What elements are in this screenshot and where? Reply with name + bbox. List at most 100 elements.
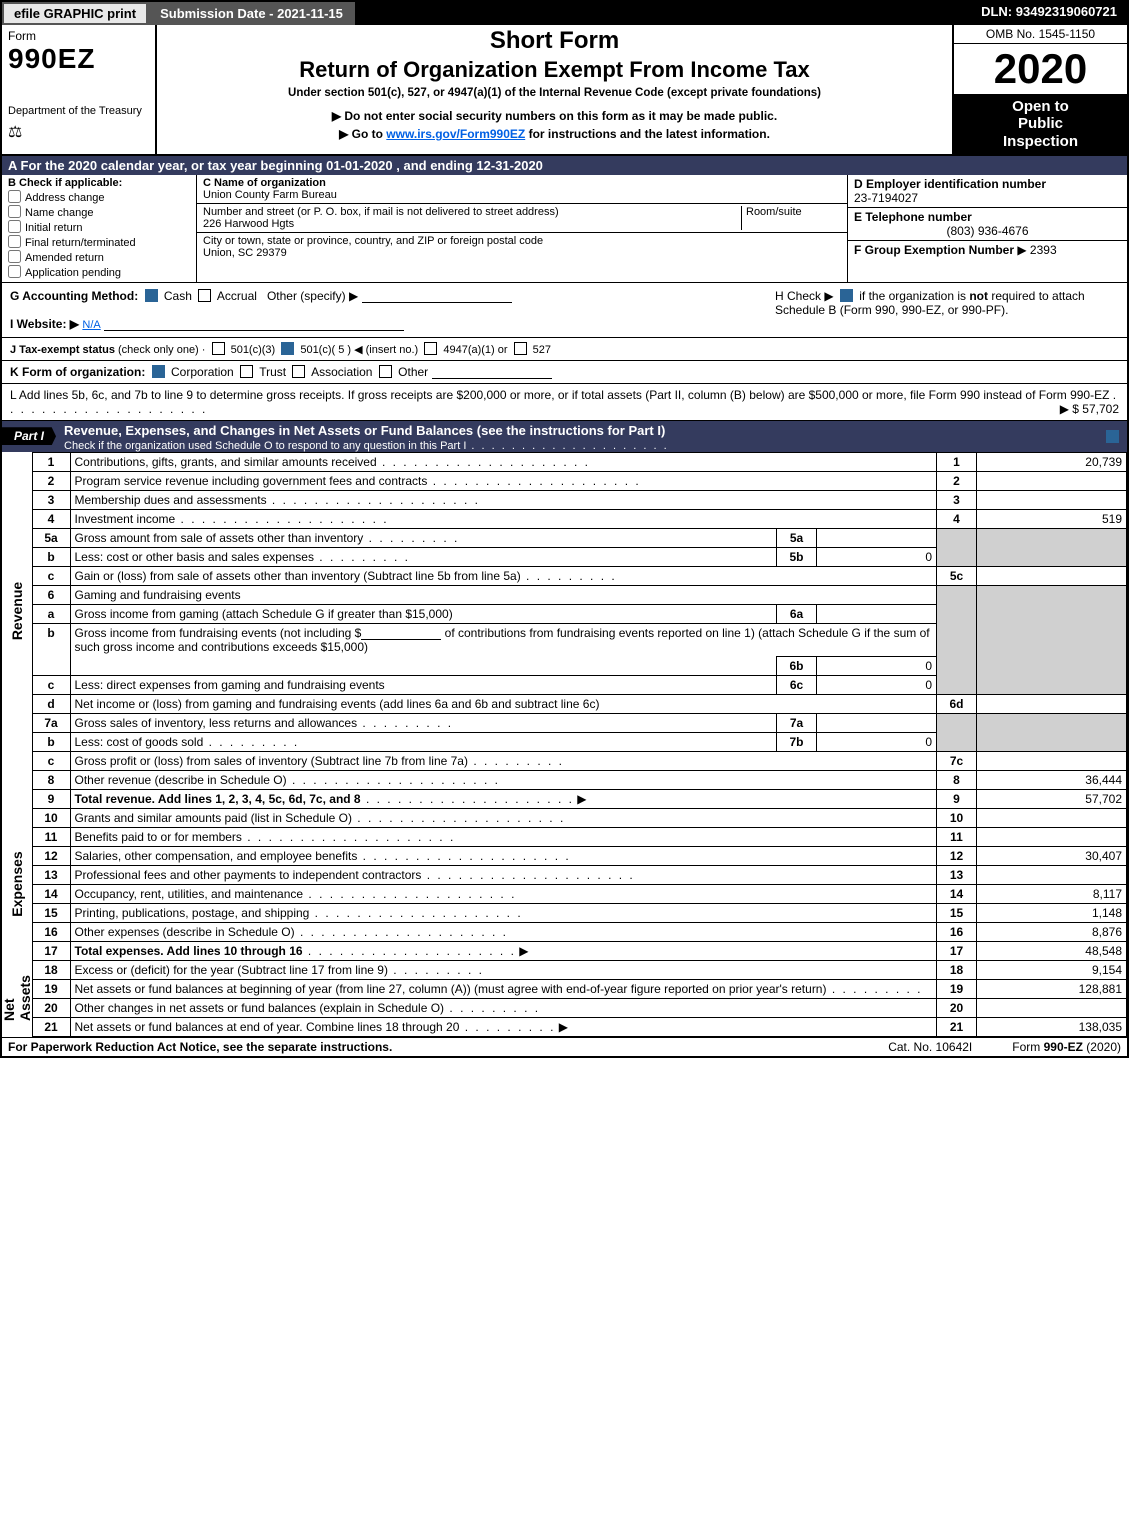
short-form-title: Short Form xyxy=(165,27,944,55)
check-name-change[interactable]: Name change xyxy=(8,205,190,219)
row-desc: Contributions, gifts, grants, and simila… xyxy=(70,452,937,471)
dln-value: 93492319060721 xyxy=(1016,4,1117,19)
check-address-change[interactable]: Address change xyxy=(8,190,190,204)
topbar-spacer xyxy=(355,2,971,25)
box-b-checklist: B Check if applicable: Address change Na… xyxy=(2,175,197,282)
box-d-e-f: D Employer identification number 23-7194… xyxy=(847,175,1127,282)
website-underline xyxy=(104,317,404,331)
check-application-pending[interactable]: Application pending xyxy=(8,265,190,279)
opt-trust: Trust xyxy=(259,365,286,379)
check-amended-return[interactable]: Amended return xyxy=(8,250,190,264)
group-exemption-value: ▶ 2393 xyxy=(1017,243,1056,257)
open-to-public-box: Open to Public Inspection xyxy=(954,94,1127,154)
phone-label: E Telephone number xyxy=(854,210,1121,224)
paperwork-notice: For Paperwork Reduction Act Notice, see … xyxy=(8,1040,392,1054)
ein-label: D Employer identification number xyxy=(854,177,1121,191)
line-h-prefix: H Check ▶ xyxy=(775,289,834,303)
opt-association: Association xyxy=(311,365,372,379)
line-h-not: not xyxy=(969,289,988,303)
check-other-org[interactable] xyxy=(379,365,392,378)
opt-4947a1: 4947(a)(1) or xyxy=(443,344,507,356)
form-number: 990EZ xyxy=(8,43,149,75)
other-label: Other (specify) ▶ xyxy=(267,289,358,303)
ein-value: 23-7194027 xyxy=(854,191,1121,205)
other-specify-input[interactable] xyxy=(362,289,512,303)
line-h: H Check ▶ if the organization is not req… xyxy=(767,283,1127,337)
check-accrual[interactable] xyxy=(198,289,211,302)
row-amt: 20,739 xyxy=(977,452,1127,471)
phone-value: (803) 936-4676 xyxy=(854,224,1121,238)
top-bar: efile GRAPHIC print Submission Date - 20… xyxy=(2,2,1127,25)
department-label: Department of the Treasury xyxy=(8,105,149,117)
part-i-table: Revenue 1 Contributions, gifts, grants, … xyxy=(2,452,1127,1037)
other-org-input[interactable] xyxy=(432,365,552,379)
grey-cell xyxy=(977,528,1127,566)
check-501c3[interactable] xyxy=(212,342,225,355)
open-l2: Public xyxy=(956,115,1125,132)
goto-prefix: ▶ Go to xyxy=(339,127,386,141)
irs-link[interactable]: www.irs.gov/Form990EZ xyxy=(386,127,525,141)
period-band: A For the 2020 calendar year, or tax yea… xyxy=(2,156,1127,175)
city-label: City or town, state or province, country… xyxy=(203,235,841,247)
catalog-number: Cat. No. 10642I xyxy=(888,1040,972,1054)
check-association[interactable] xyxy=(292,365,305,378)
omb-number: OMB No. 1545-1150 xyxy=(954,25,1127,44)
line-j: J Tax-exempt status (check only one) · 5… xyxy=(2,338,1127,361)
open-l3: Inspection xyxy=(956,133,1125,150)
return-title: Return of Organization Exempt From Incom… xyxy=(165,57,944,83)
line-j-prefix: J Tax-exempt status xyxy=(10,344,118,356)
dln-prefix: DLN: xyxy=(981,4,1012,19)
part-i-title: Revenue, Expenses, and Changes in Net As… xyxy=(64,421,669,440)
line-l: L Add lines 5b, 6c, and 7b to line 9 to … xyxy=(2,384,1127,421)
check-4947a1[interactable] xyxy=(424,342,437,355)
line-j-note: (check only one) · xyxy=(118,344,205,356)
line-l-amount: ▶ $ 57,702 xyxy=(1060,402,1119,416)
opt-501c3: 501(c)(3) xyxy=(231,344,276,356)
line-i-label: I Website: ▶ xyxy=(10,317,79,331)
header-left: Form 990EZ ⚖︎ Department of the Treasury xyxy=(2,25,157,154)
instructions-line: ▶ Go to www.irs.gov/Form990EZ for instru… xyxy=(165,127,944,141)
row-num: 1 xyxy=(32,452,70,471)
header-right: OMB No. 1545-1150 2020 Open to Public In… xyxy=(952,25,1127,154)
accrual-label: Accrual xyxy=(217,289,257,303)
box-b-title: B Check if applicable: xyxy=(8,177,190,189)
check-trust[interactable] xyxy=(240,365,253,378)
part-i-sub: Check if the organization used Schedule … xyxy=(64,440,669,452)
dln-label: DLN: 93492319060721 xyxy=(971,2,1127,25)
grey-cell xyxy=(977,713,1127,751)
form-footer-id: Form 990-EZ (2020) xyxy=(1012,1040,1121,1054)
efile-print-button[interactable]: efile GRAPHIC print xyxy=(2,2,148,25)
lines-g-h: G Accounting Method: Cash Accrual Other … xyxy=(2,283,1127,338)
website-value[interactable]: N/A xyxy=(82,319,100,331)
under-section-text: Under section 501(c), 527, or 4947(a)(1)… xyxy=(165,87,944,99)
treasury-seal-icon: ⚖︎ xyxy=(8,122,22,142)
grey-cell xyxy=(937,585,977,694)
section-b-c-d-row: B Check if applicable: Address change Na… xyxy=(2,175,1127,283)
row-box: 1 xyxy=(937,452,977,471)
fundraising-amount-input[interactable] xyxy=(361,626,441,640)
check-initial-return[interactable]: Initial return xyxy=(8,220,190,234)
check-schedule-b-not-required[interactable] xyxy=(840,289,853,302)
box-c: C Name of organization Union County Farm… xyxy=(197,175,847,282)
part-i-bar: Part I Revenue, Expenses, and Changes in… xyxy=(2,421,1127,452)
group-exemption-label: F Group Exemption Number xyxy=(854,243,1014,257)
org-name-value: Union County Farm Bureau xyxy=(203,189,841,201)
street-value: 226 Harwood Hgts xyxy=(203,218,741,230)
city-value: Union, SC 29379 xyxy=(203,247,841,259)
grey-cell xyxy=(977,585,1127,694)
form-header: Form 990EZ ⚖︎ Department of the Treasury… xyxy=(2,25,1127,156)
line-g: G Accounting Method: Cash Accrual Other … xyxy=(2,283,767,337)
check-corporation[interactable] xyxy=(152,365,165,378)
part-i-label: Part I xyxy=(2,427,56,445)
check-527[interactable] xyxy=(514,342,527,355)
cash-label: Cash xyxy=(164,289,192,303)
revenue-side-label: Revenue xyxy=(2,452,32,770)
open-l1: Open to xyxy=(956,98,1125,115)
ssn-warning: ▶ Do not enter social security numbers o… xyxy=(165,109,944,123)
check-cash[interactable] xyxy=(145,289,158,302)
check-final-return[interactable]: Final return/terminated xyxy=(8,235,190,249)
check-501c[interactable] xyxy=(281,342,294,355)
form-label: Form xyxy=(8,29,149,43)
footer: For Paperwork Reduction Act Notice, see … xyxy=(2,1037,1127,1056)
check-schedule-o-used[interactable] xyxy=(1106,430,1119,443)
